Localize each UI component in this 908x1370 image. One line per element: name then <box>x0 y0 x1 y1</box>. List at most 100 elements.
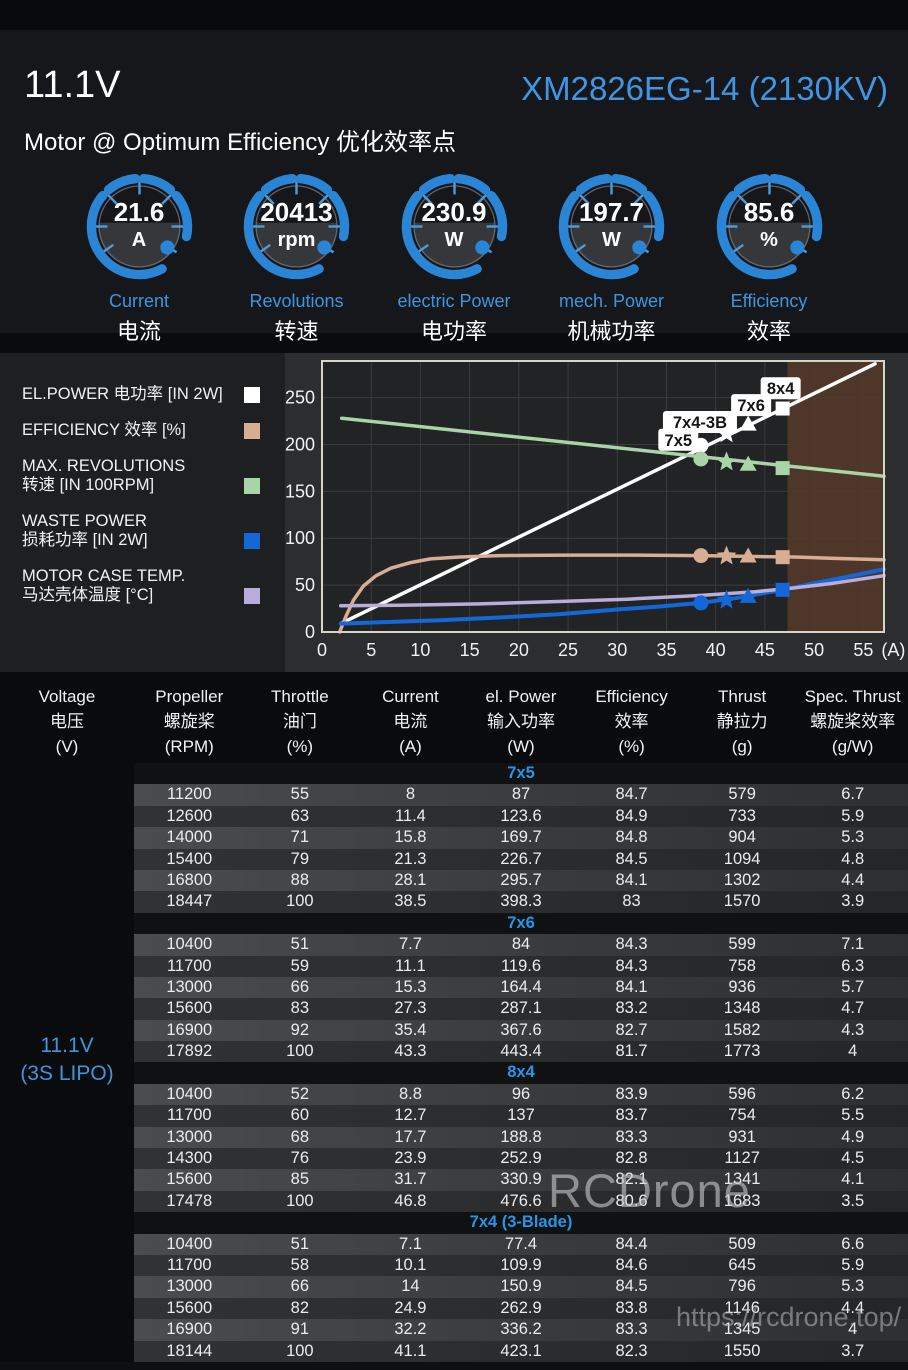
table-cell: 398.3 <box>500 892 542 911</box>
gauge-unit: % <box>760 229 778 251</box>
table-row: 15600 85 31.7 330.9 82.1 1341 4.1 <box>134 1169 908 1191</box>
y-tick: 200 <box>285 434 315 454</box>
table-cell: 4.3 <box>841 1020 865 1039</box>
table-cell: 83 <box>622 892 641 911</box>
table-row: 10400 51 7.1 77.4 84.4 509 6.6 <box>134 1233 908 1255</box>
table-cell: 23.9 <box>394 1149 427 1168</box>
overload-region <box>787 361 884 632</box>
table-header-row: Voltage 电压 (V) Propeller 螺旋桨 (RPM) Throttle 油门(… <box>0 684 908 759</box>
column-header: Current 电流 (A) <box>382 687 439 756</box>
column-header: el. Power 输入功率 (W) <box>485 687 557 756</box>
table-cell: 76 <box>290 1149 310 1168</box>
table-cell: 92 <box>290 1020 310 1039</box>
table-cell: 82.8 <box>615 1149 648 1168</box>
table-cell: 150.9 <box>500 1277 542 1296</box>
table-cell: 4.7 <box>841 999 865 1018</box>
table-cell: 7.7 <box>398 935 422 954</box>
table-cell: 63 <box>290 806 310 825</box>
table-cell: 27.3 <box>394 999 427 1018</box>
table-cell: 85 <box>290 1170 310 1189</box>
x-tick: 30 <box>607 640 627 660</box>
table-cell: 11.1 <box>394 956 426 975</box>
gauge-dial: 197.7 W <box>555 170 668 283</box>
y-tick: 100 <box>285 528 315 548</box>
table-cell: 18144 <box>166 1341 213 1360</box>
table-cell: 66 <box>290 977 310 996</box>
gauge-label-zh: 转速 <box>274 319 319 344</box>
table-cell: 443.4 <box>500 1042 542 1061</box>
table-cell: 5.3 <box>841 828 865 847</box>
gauge-current: 21.6 A Current 电流 <box>64 170 214 346</box>
table-cell: 10400 <box>166 1234 213 1253</box>
x-tick: 25 <box>558 640 578 660</box>
legend-swatch <box>244 588 260 604</box>
gauge-dial: 230.9 W <box>398 170 511 283</box>
data-marker-8x4 <box>775 401 790 416</box>
x-tick: 20 <box>509 640 529 660</box>
table-cell: 84.5 <box>615 1277 648 1296</box>
table-cell: 733 <box>728 806 756 825</box>
table-cell: 645 <box>728 1255 756 1274</box>
gauge-label-en: Efficiency <box>730 291 808 311</box>
table-cell: 1302 <box>723 870 761 889</box>
table-row: 13000 66 15.3 164.4 84.1 936 5.7 <box>134 976 908 999</box>
table-cell: 88 <box>290 870 310 889</box>
table-row: 12600 63 11.4 123.6 84.9 733 5.9 <box>134 805 908 828</box>
table-cell: 15.3 <box>394 977 427 996</box>
gauge-efficiency: 85.6% Efficiency 效率 <box>694 170 844 346</box>
table-cell: 7.1 <box>398 1234 422 1253</box>
table-cell: 12.7 <box>394 1106 427 1125</box>
table-cell: 8 <box>405 785 416 804</box>
table-cell: 476.6 <box>500 1191 542 1210</box>
table-cell: 83.3 <box>615 1320 648 1339</box>
table-cell: 596 <box>728 1084 756 1103</box>
table-cell: 96 <box>511 1084 531 1103</box>
gauge-value: 197.7 <box>578 197 645 227</box>
table-cell: 80.6 <box>615 1191 648 1210</box>
legend-label: MOTOR CASE TEMP. 马达壳体温度 [°C] <box>22 567 186 604</box>
table-row: 11200 55 8 87 84.7 579 6.7 <box>134 784 908 806</box>
table-cell: 32.2 <box>394 1320 427 1339</box>
table-cell: 11200 <box>166 785 212 804</box>
table-cell: 164.4 <box>500 977 542 996</box>
watermark-brand: RCDrone <box>548 1164 751 1217</box>
table-cell: 77.4 <box>504 1234 538 1253</box>
table-cell: 11700 <box>166 956 212 975</box>
column-header: Thrust 静拉力 (g) <box>716 687 768 756</box>
table-cell: 84.1 <box>615 977 648 996</box>
gauge-label-zh: 机械功率 <box>567 319 656 344</box>
table-cell: 6.7 <box>841 785 865 804</box>
legend-swatch <box>244 533 260 549</box>
table-cell: 83.9 <box>615 1084 648 1103</box>
data-marker-7x4-3B <box>716 451 737 471</box>
x-tick: 5 <box>366 640 376 660</box>
table-cell: 82.7 <box>615 1020 648 1039</box>
table-cell: 82.3 <box>615 1341 648 1360</box>
table-cell: 43.3 <box>394 1042 427 1061</box>
table-cell: 10.1 <box>394 1255 427 1274</box>
table-cell: 509 <box>728 1234 756 1253</box>
table-cell: 59 <box>290 956 310 975</box>
bottom-strip <box>0 1362 908 1370</box>
gauge-label-zh: 电流 <box>116 319 161 344</box>
column-header: Spec. Thrust 螺旋桨效率 (g/W) <box>804 687 901 756</box>
gauge-dial: 21.6 A <box>83 170 196 283</box>
table-cell: 4.8 <box>841 849 865 868</box>
motor-model-title: XM2826EG-14 (2130KV) <box>521 70 888 107</box>
legend-swatch <box>244 423 260 439</box>
table-cell: 6.3 <box>841 956 865 975</box>
x-tick: 35 <box>656 640 676 660</box>
table-cell: 367.6 <box>500 1020 542 1039</box>
x-tick: 10 <box>410 640 430 660</box>
gauge-dial-icon <box>86 173 192 280</box>
table-cell: 5.7 <box>841 977 865 996</box>
gauge-value: 230.9 <box>421 197 487 227</box>
table-cell: 4.9 <box>841 1127 865 1146</box>
column-header: Propeller 螺旋桨 (RPM) <box>155 687 224 756</box>
gauge-dial-icon <box>716 173 822 280</box>
table-cell: 66 <box>290 1277 310 1296</box>
table-cell: 82.1 <box>615 1170 648 1189</box>
table-cell: 936 <box>728 977 756 996</box>
table-cell: 11700 <box>166 1106 212 1125</box>
